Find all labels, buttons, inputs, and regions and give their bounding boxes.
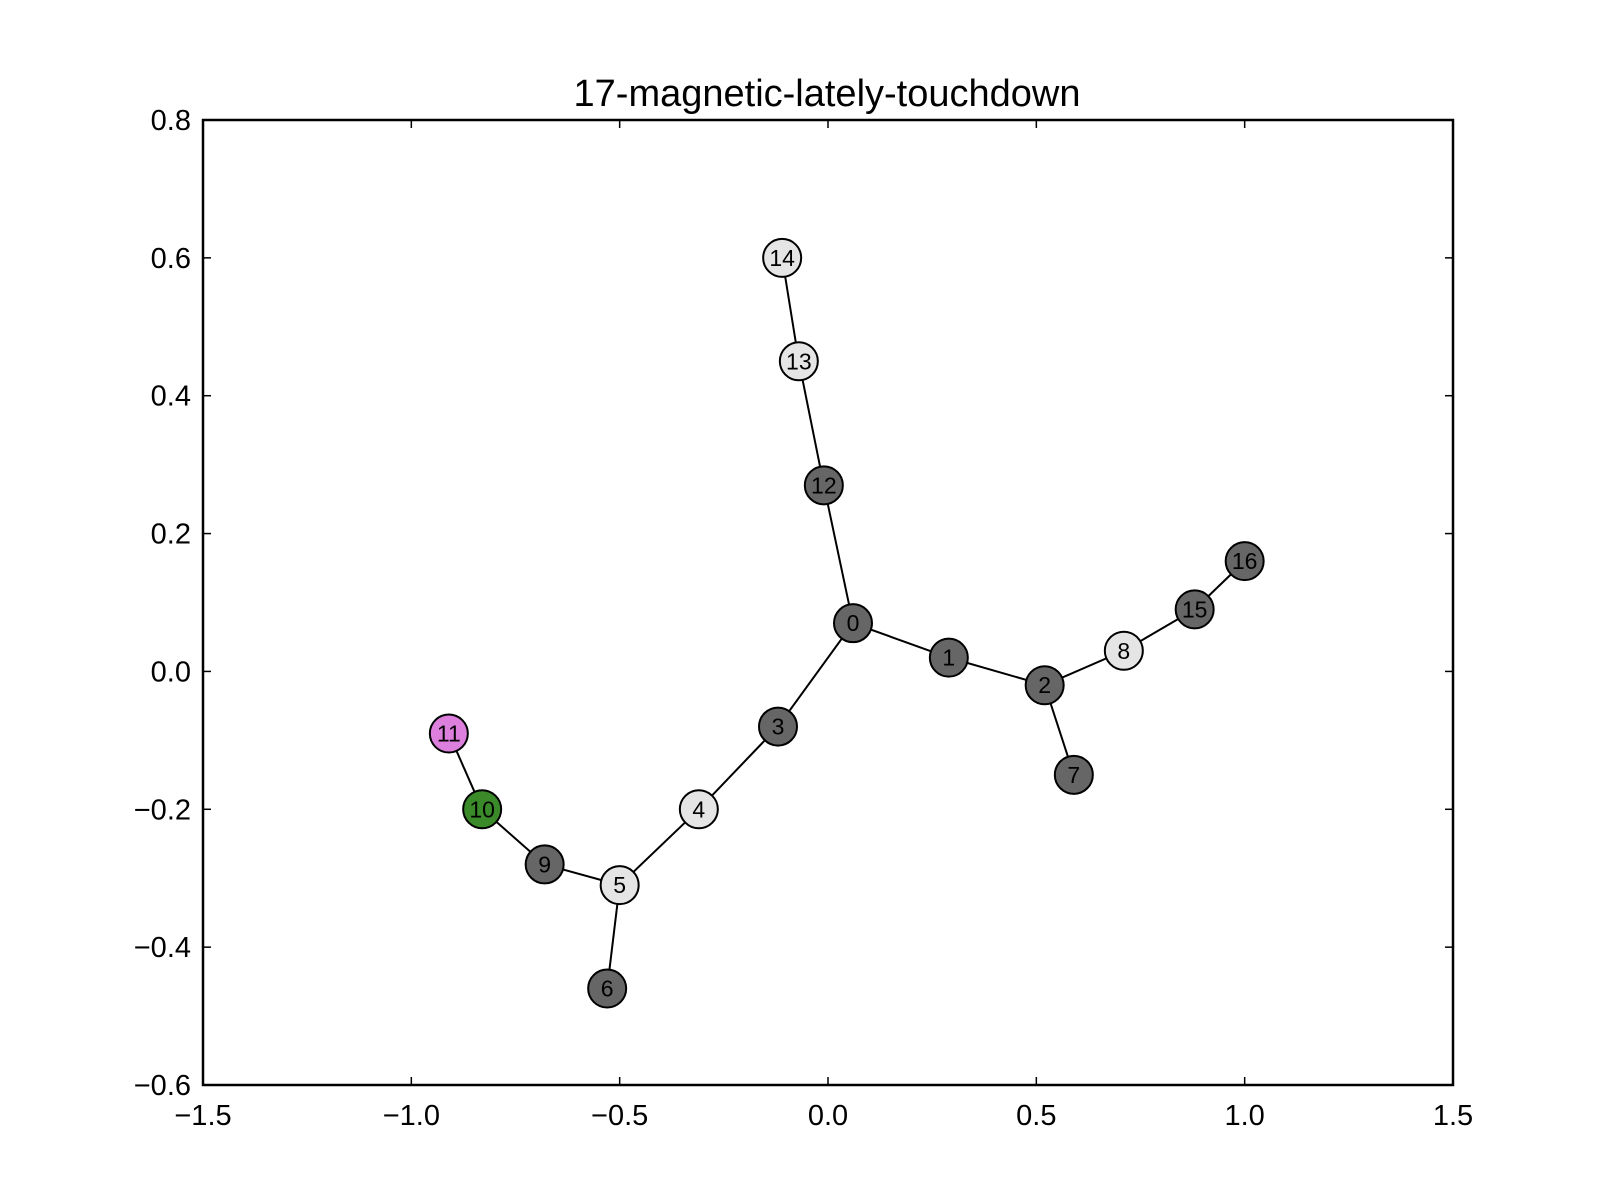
tick-labels: −1.5 −1.0 −0.5 0.0 0.5 1.0 1.5 −0.6 −0.4 −0.2 0.0 0… [134, 105, 1473, 1132]
node-circle [778, 341, 819, 382]
x-tick-label: 1.5 [1433, 1100, 1473, 1132]
node-circle [928, 637, 969, 678]
node-circle [587, 968, 628, 1009]
node-circle [833, 603, 873, 644]
node-label: 1 [942, 645, 955, 671]
node-label: 5 [613, 872, 626, 898]
edge-0-12 [822, 485, 854, 624]
y-tick-label: −0.6 [134, 1070, 191, 1102]
y-tick-label: 0.0 [151, 656, 191, 688]
y-tick-label: −0.2 [134, 794, 191, 826]
node-circle [803, 465, 844, 506]
node-label: 7 [1067, 762, 1080, 788]
node-label: 8 [1117, 638, 1130, 664]
node-11: 11 [428, 713, 469, 754]
node-2: 2 [1024, 665, 1065, 706]
y-tick-label: −0.4 [134, 932, 191, 964]
node-circle [678, 789, 719, 830]
node-label: 11 [437, 720, 461, 746]
node-label: 10 [469, 796, 495, 822]
node-1: 1 [928, 637, 969, 678]
node-3: 3 [758, 706, 798, 747]
node-13: 13 [778, 341, 819, 382]
edge-0-3 [777, 622, 854, 728]
y-tick-label: 0.4 [151, 381, 191, 413]
x-tick-label: −1.0 [383, 1100, 440, 1132]
node-circle [428, 713, 469, 754]
y-tick-label: 0.8 [151, 105, 191, 137]
x-tick-label: 1.0 [1225, 1100, 1265, 1132]
node-circle [599, 865, 640, 906]
node-circle [1103, 630, 1144, 671]
node-4: 4 [678, 789, 719, 830]
node-label: 3 [772, 714, 785, 740]
x-tick-label: 0.5 [1016, 1100, 1056, 1132]
x-tick-label: −0.5 [591, 1100, 648, 1132]
node-12: 12 [803, 465, 844, 506]
node-14: 14 [762, 237, 803, 278]
axes-frame [201, 118, 1455, 1087]
node-0: 0 [833, 603, 873, 644]
node-circle [462, 789, 503, 830]
node-label: 13 [786, 348, 812, 374]
node-circle [1224, 541, 1265, 582]
node-circle [762, 237, 803, 278]
node-label: 14 [769, 245, 795, 271]
y-tick-label: 0.2 [151, 519, 191, 551]
node-circle [1024, 665, 1065, 706]
node-5: 5 [599, 865, 640, 906]
node-label: 2 [1038, 672, 1051, 698]
node-9: 9 [524, 844, 565, 885]
node-circle [1174, 589, 1215, 630]
node-circle [1053, 754, 1094, 795]
node-label: 16 [1232, 548, 1258, 574]
x-tick-label: 0.0 [808, 1100, 848, 1132]
node-8: 8 [1103, 630, 1144, 671]
edge-12-13 [797, 361, 825, 486]
x-tick-label: −1.5 [174, 1100, 231, 1132]
chart-title: 17-magnetic-lately-touchdown [574, 73, 1081, 115]
node-label: 4 [692, 796, 705, 822]
node-label: 12 [811, 472, 837, 498]
node-6: 6 [587, 968, 628, 1009]
y-tick-label: 0.6 [151, 243, 191, 275]
node-7: 7 [1053, 754, 1094, 795]
node-circle [758, 706, 798, 747]
node-16: 16 [1224, 541, 1265, 582]
node-circle [524, 844, 565, 885]
node-label: 6 [601, 976, 614, 1002]
node-15: 15 [1174, 589, 1215, 630]
node-label: 15 [1182, 596, 1208, 622]
node-label: 0 [847, 610, 860, 636]
axis-ticks [202, 119, 1454, 1086]
node-10: 10 [462, 789, 503, 830]
node-label: 9 [538, 851, 551, 877]
